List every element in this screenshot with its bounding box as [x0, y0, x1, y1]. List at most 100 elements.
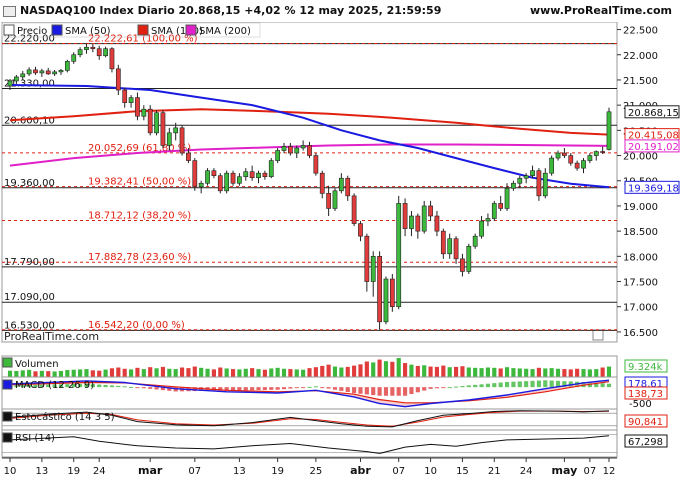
hline-label-3: 19.360,00 [4, 178, 55, 189]
candle-body-74 [479, 220, 484, 237]
macd-hist-16 [109, 385, 115, 388]
volume-bar-92 [594, 369, 599, 377]
x-tick-label-11: 10 [424, 466, 437, 477]
candle-body-42 [275, 150, 281, 161]
legend-swatch-2 [137, 24, 149, 36]
volume-bar-69 [447, 367, 452, 377]
volume-bar-1 [14, 370, 19, 377]
candle-body-67 [434, 215, 440, 232]
macd-hist-47 [307, 386, 312, 388]
volume-bar-10 [71, 369, 76, 377]
x-tick-label-17: 12 [603, 466, 616, 477]
volume-bar-8 [58, 370, 64, 377]
volume-bar-2 [20, 370, 25, 377]
volume-bar-56 [364, 361, 369, 377]
candle-body-32 [211, 170, 217, 177]
candle-body-65 [421, 205, 427, 232]
macd-hist-44 [288, 387, 293, 389]
candle-body-35 [230, 172, 236, 184]
volume-bar-63 [409, 364, 414, 377]
macd-hist-85 [549, 380, 554, 388]
volume-legend-label: Volumen [15, 359, 59, 370]
volume-bar-86 [555, 368, 561, 377]
price-tag-0-box [624, 105, 680, 119]
volume-bar-41 [269, 368, 274, 377]
volume-bar-18 [122, 368, 127, 377]
candle-body-62 [402, 203, 408, 229]
x-tick-label-14: 24 [520, 466, 533, 477]
x-tick-label-8: 25 [310, 466, 323, 477]
rsi-tag: 67,298 [628, 437, 663, 448]
macd-tag-1: 138,73 [628, 389, 663, 400]
volume-bar-50 [326, 364, 331, 377]
candle-body-34 [224, 172, 230, 192]
candle-body-70 [453, 238, 459, 260]
volume-bar-58 [377, 359, 382, 377]
site-url[interactable]: www.ProRealTime.com [529, 4, 672, 17]
macd-hist-62 [403, 387, 408, 396]
volume-bar-16 [109, 368, 115, 377]
hline-label-0: 22.220,00 [4, 34, 55, 45]
candle-body-76 [491, 203, 497, 219]
price-tag-2-box [624, 139, 680, 153]
macd-hist-46 [301, 387, 306, 389]
macd-hist-58 [377, 387, 382, 396]
volume-bar-13 [90, 370, 95, 377]
price-tick-label-12: 22.500 [623, 26, 658, 37]
volume-bar-55 [358, 364, 363, 377]
volume-bar-80 [517, 368, 522, 377]
macd-hist-8 [58, 384, 64, 388]
macd-line [9, 379, 610, 408]
macd-hist-13 [90, 384, 95, 388]
volume-bar-11 [78, 369, 83, 377]
volume-bar-21 [141, 369, 146, 377]
x-tick-label-12: 15 [456, 466, 469, 477]
candle-body-15 [103, 48, 108, 57]
candle-body-78 [504, 187, 510, 209]
rsi-tag-box [624, 434, 668, 448]
stoch-k-line [9, 410, 610, 428]
candle-body-24 [160, 112, 166, 146]
candle-body-50 [326, 193, 331, 209]
macd-hist-18 [122, 386, 127, 388]
candle-body-69 [447, 238, 453, 255]
x-tick-label-6: 13 [233, 466, 246, 477]
volume-bar-78 [504, 367, 510, 377]
candle-body-60 [389, 278, 395, 308]
volume-bar-49 [320, 365, 325, 377]
fib-label-4: 17.882,78 (23,60 %) [88, 252, 191, 263]
candle-body-45 [294, 147, 300, 154]
sma200-line [9, 143, 610, 167]
hline-label-2: 20.600,10 [4, 115, 55, 126]
volume-bar-44 [288, 369, 293, 377]
macd-hist-59 [383, 387, 389, 396]
volume-bar-70 [453, 366, 459, 377]
volume-bar-0 [7, 370, 13, 377]
candle-body-92 [593, 151, 599, 156]
candle-body-13 [90, 46, 96, 50]
candle-body-41 [268, 160, 274, 178]
legend-label-1: SMA (50) [65, 26, 111, 37]
macd-hist-66 [428, 387, 433, 389]
macd-hist-84 [543, 380, 548, 388]
macd-hist-68 [441, 387, 446, 389]
candle-body-73 [472, 235, 478, 247]
macd-hist-25 [167, 387, 172, 391]
candle-body-93 [600, 151, 605, 153]
x-tick-label-9: abr [350, 464, 371, 477]
volume-bar-54 [352, 365, 357, 377]
x-tick-label-1: 13 [35, 466, 48, 477]
volume-bar-26 [173, 369, 178, 377]
volume-bar-28 [186, 368, 191, 377]
window-control-icon[interactable] [3, 6, 16, 17]
volume-bar-52 [339, 367, 344, 377]
macd-hist-40 [262, 387, 267, 390]
candle-body-63 [409, 215, 414, 229]
x-tick-label-16: 07 [584, 466, 597, 477]
volume-bar-22 [148, 367, 153, 377]
macd-hist-42 [275, 387, 280, 390]
macd-hist-51 [332, 387, 338, 390]
macd-hist-83 [536, 380, 541, 388]
panel-info-icon[interactable] [592, 329, 604, 341]
